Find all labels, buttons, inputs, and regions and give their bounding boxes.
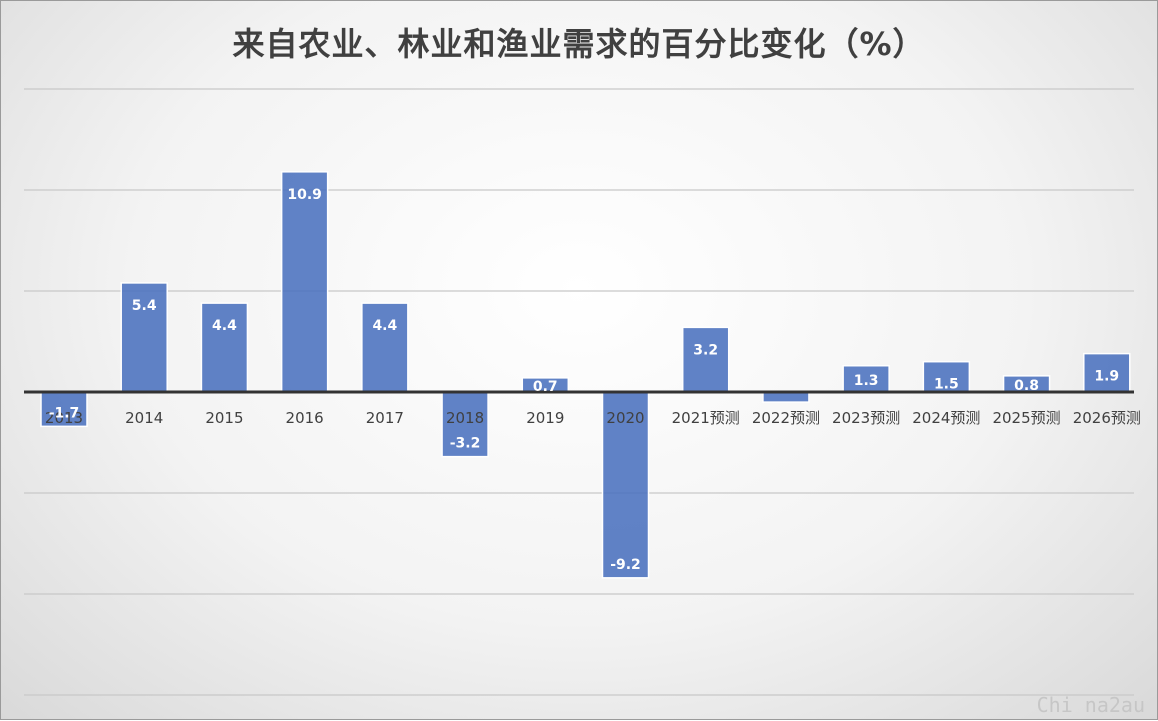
category-tick-label: 2015 <box>205 409 243 427</box>
bar <box>762 391 810 403</box>
data-label: 0.8 <box>1014 378 1039 394</box>
category-tick-label: 2022预测 <box>752 409 820 427</box>
category-tick-label: 2023预测 <box>832 409 900 427</box>
data-label: -1.7 <box>49 405 80 421</box>
category-tick-label: 2018 <box>446 409 484 427</box>
category-tick-label: 2013 <box>45 409 83 427</box>
data-label: 1.9 <box>1094 369 1119 385</box>
bar <box>681 326 730 393</box>
watermark: Chi na2au <box>1036 693 1145 717</box>
data-label: -9.2 <box>610 557 641 573</box>
data-label: 1.5 <box>934 377 959 393</box>
category-tick-label: 2017 <box>366 409 404 427</box>
data-label: -3.2 <box>450 436 481 452</box>
data-label: 5.4 <box>132 298 157 314</box>
category-tick-label: 2019 <box>526 409 564 427</box>
category-tick-label: 2025预测 <box>992 409 1060 427</box>
data-label: 1.3 <box>854 373 879 389</box>
bar <box>280 171 329 393</box>
category-tick-label: 2026预测 <box>1073 409 1141 427</box>
bar <box>200 302 249 393</box>
category-tick-label: 2021预测 <box>672 409 740 427</box>
category-tick-label: 2014 <box>125 409 163 427</box>
data-label: 0.7 <box>533 379 558 395</box>
chart-title: 来自农业、林业和渔业需求的百分比变化（%） <box>232 25 926 63</box>
data-label: 10.9 <box>287 187 322 203</box>
category-tick-label: 2020 <box>606 409 644 427</box>
data-label: 4.4 <box>372 318 397 334</box>
bar <box>361 302 409 393</box>
data-label: 3.2 <box>693 342 718 358</box>
category-tick-label: 2024预测 <box>912 409 980 427</box>
data-label: 4.4 <box>212 318 237 334</box>
category-tick-label: 2016 <box>286 409 324 427</box>
